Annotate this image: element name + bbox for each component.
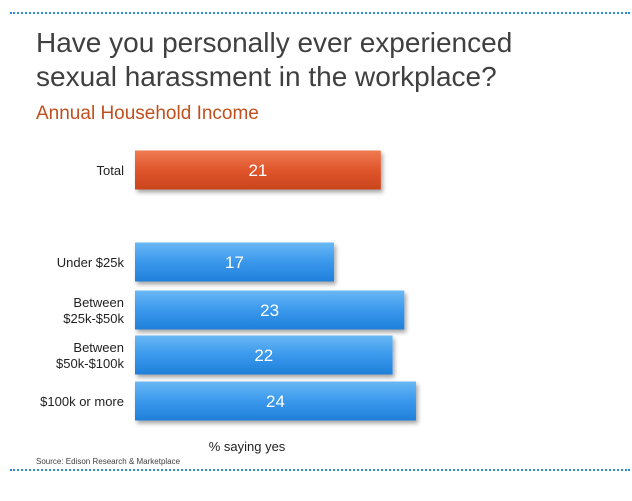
category-label-between-25k-50k: Between $25k-$50k: [63, 295, 124, 326]
data-label-between-50k-100k: 22: [254, 346, 273, 365]
bars-layer: 21 Total 17 Under $25k 23 Between $25k-$50k 22 B…: [40, 150, 416, 421]
category-label-100k-or-more: $100k or more: [40, 394, 124, 409]
bar-total: [135, 150, 381, 190]
source-note: Source: Edison Research & Marketplace: [36, 457, 181, 466]
x-axis-label: % saying yes: [209, 439, 286, 454]
data-label-total: 21: [248, 161, 267, 180]
chart-subtitle: Annual Household Income: [36, 103, 259, 124]
bar-between-50k-100k: [135, 335, 393, 375]
category-label-total: Total: [97, 163, 125, 178]
data-label-under-25k: 17: [225, 253, 244, 272]
chart-title: Have you personally ever experienced sex…: [36, 27, 513, 92]
bottom-dotted-rule: [10, 469, 630, 471]
data-label-between-25k-50k: 23: [260, 301, 279, 320]
bar-100k-or-more: [135, 381, 416, 421]
data-label-100k-or-more: 24: [266, 392, 285, 411]
category-label-under-25k: Under $25k: [57, 255, 125, 270]
top-dotted-rule: [10, 12, 630, 14]
category-label-between-50k-100k: Between $50k-$100k: [56, 340, 124, 371]
bar-under-25k: [135, 242, 335, 282]
bar-between-25k-50k: [135, 290, 405, 330]
bar-chart: 21 Total 17 Under $25k 23 Between $25k-$50k 22 B…: [40, 150, 416, 454]
